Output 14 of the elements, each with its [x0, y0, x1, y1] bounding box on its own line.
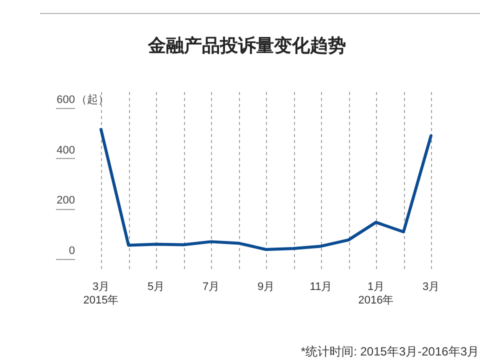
- y-axis-title: （起）: [76, 94, 109, 106]
- y-tick-label: 600: [56, 94, 75, 106]
- y-tick-label: 400: [56, 144, 75, 156]
- x-tick-label: 1月 2016年: [358, 280, 394, 307]
- x-tick-label: 7月: [202, 280, 220, 293]
- chart-title: 金融产品投诉量变化趋势: [147, 36, 346, 57]
- x-tick-label: 9月: [257, 280, 275, 293]
- text: *统计时间: 2015年3月-2016年3月: [300, 344, 479, 358]
- x-tick-label: 3月: [422, 280, 440, 293]
- x-tick-label: 11月: [310, 280, 332, 293]
- y-tick-label: 200: [56, 194, 75, 207]
- x-tick-label: 5月: [147, 280, 165, 293]
- x-tick-label: 3月 2015年: [83, 280, 119, 307]
- y-tick-label: 0: [68, 245, 75, 258]
